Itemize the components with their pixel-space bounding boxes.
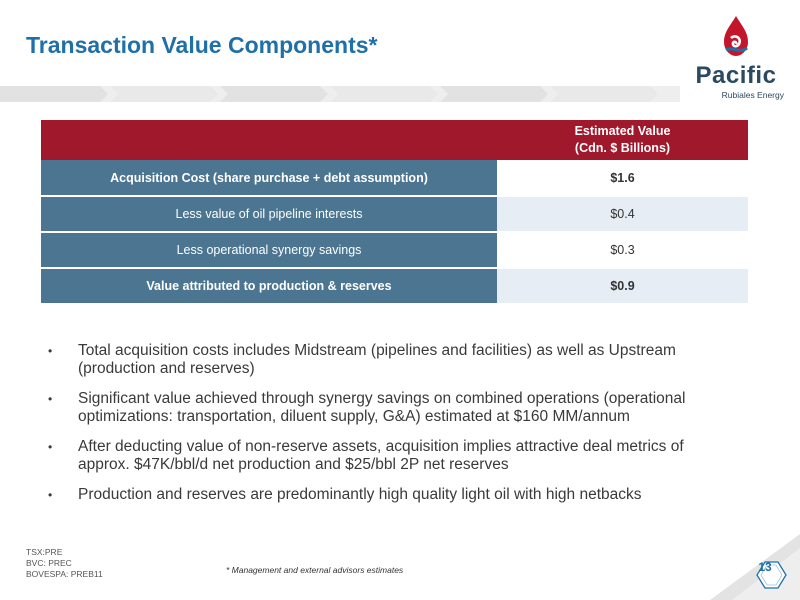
table-row: Value attributed to production & reserve…: [41, 268, 748, 305]
row-label: Less operational synergy savings: [41, 232, 497, 269]
row-value: $0.9: [497, 268, 748, 305]
ticker-list: TSX:PRE BVC: PREC BOVESPA: PREB11: [26, 547, 103, 580]
bullet-text: Total acquisition costs includes Midstre…: [78, 342, 676, 377]
list-item: • After deducting value of non-reserve a…: [48, 438, 738, 474]
footnote: * Management and external advisors estim…: [226, 565, 404, 575]
drop-icon: [724, 16, 748, 56]
bullet-text: Production and reserves are predominantl…: [78, 486, 642, 503]
table-row: Less value of oil pipeline interests $0.…: [41, 196, 748, 233]
list-item: • Production and reserves are predominan…: [48, 486, 738, 504]
logo-wordmark: Pacific: [695, 62, 777, 89]
ticker-bvc: BVC: PREC: [26, 558, 72, 568]
pacific-logo: Pacific Rubiales Energy: [686, 16, 786, 102]
bullet-marker: •: [48, 440, 53, 454]
row-value: $0.3: [497, 232, 748, 269]
bullet-marker: •: [48, 488, 53, 502]
table-header-blank: [41, 120, 497, 160]
table-row: Less operational synergy savings $0.3: [41, 232, 748, 269]
header-line-2: (Cdn. $ Billions): [574, 141, 671, 155]
ticker-bovespa: BOVESPA: PREB11: [26, 569, 103, 579]
header-line-1: Estimated Value: [574, 124, 671, 138]
row-label: Value attributed to production & reserve…: [41, 268, 497, 305]
table-header-row: Estimated Value (Cdn. $ Billions): [41, 120, 748, 160]
ticker-tsx: TSX:PRE: [26, 547, 63, 557]
bullet-marker: •: [48, 344, 53, 358]
value-table: Estimated Value (Cdn. $ Billions) Acquis…: [41, 120, 748, 305]
row-value: $0.4: [497, 196, 748, 233]
bullet-list: • Total acquisition costs includes Midst…: [48, 342, 738, 516]
row-label: Less value of oil pipeline interests: [41, 196, 497, 233]
bullet-marker: •: [48, 392, 53, 406]
page-number: 13: [758, 560, 772, 574]
arrow-band: [0, 86, 680, 102]
list-item: • Total acquisition costs includes Midst…: [48, 342, 738, 378]
page-title: Transaction Value Components*: [26, 32, 378, 58]
row-value: $1.6: [497, 160, 748, 197]
bullet-text: Significant value achieved through syner…: [78, 390, 686, 425]
logo-subtitle: Rubiales Energy: [721, 90, 784, 100]
list-item: • Significant value achieved through syn…: [48, 390, 738, 426]
bullet-text: After deducting value of non-reserve ass…: [78, 438, 684, 473]
table-header-value: Estimated Value (Cdn. $ Billions): [497, 120, 748, 160]
row-label: Acquisition Cost (share purchase + debt …: [41, 160, 497, 197]
table-row: Acquisition Cost (share purchase + debt …: [41, 160, 748, 197]
corner-decoration: [710, 534, 800, 600]
